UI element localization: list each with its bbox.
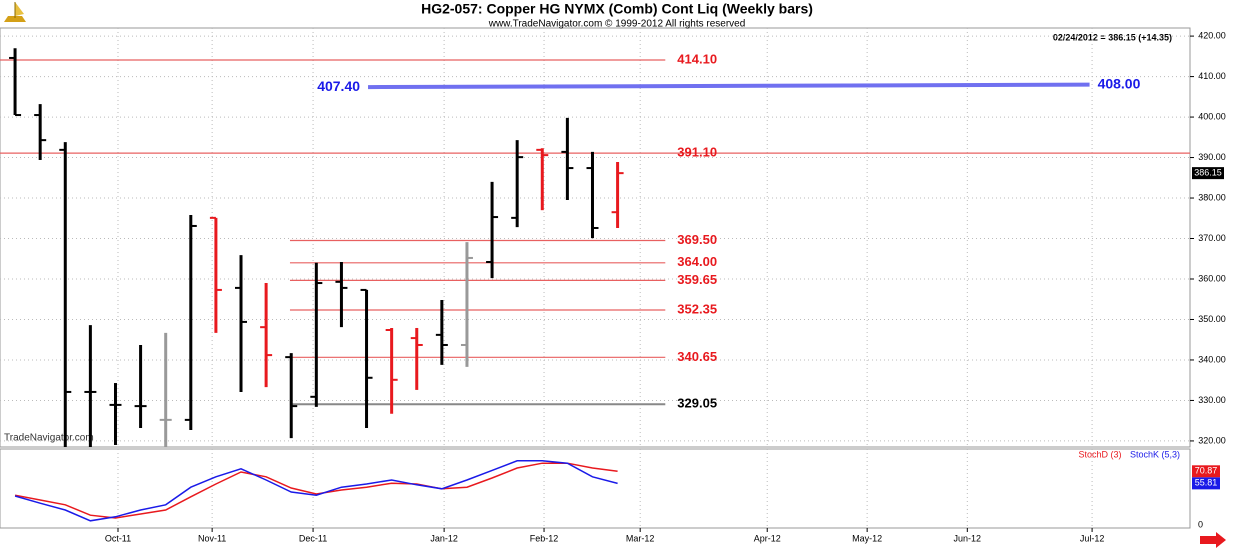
x-tick-label: Jun-12: [954, 533, 982, 543]
legend-entry: StochK (5,3): [1130, 449, 1180, 459]
x-tick-label: Dec-11: [299, 533, 327, 543]
last-price-label: 386.15: [1194, 168, 1222, 178]
stoch-line: [14, 460, 618, 522]
scroll-arrow[interactable]: [1200, 532, 1226, 548]
x-tick-label: Oct-11: [105, 533, 131, 543]
x-tick-label: Feb-12: [530, 533, 559, 543]
y-tick-label: 350.00: [1198, 314, 1226, 324]
y-tick-label: 370.00: [1198, 233, 1226, 243]
x-tick-label: May-12: [852, 533, 882, 543]
trend-label: 408.00: [1098, 75, 1141, 91]
level-label: 364.00: [677, 254, 717, 269]
x-tick-label: Nov-11: [198, 533, 226, 543]
y-tick-label: 410.00: [1198, 71, 1226, 81]
y-tick-label: 420.00: [1198, 30, 1226, 40]
watermark: TradeNavigator.com: [4, 433, 94, 444]
y-tick-label: 320.00: [1198, 435, 1226, 445]
last-price-box: [1192, 167, 1224, 180]
chart-title: HG2-057: Copper HG NYMX (Comb) Cont Liq …: [421, 1, 813, 17]
y-tick-label: 400.00: [1198, 111, 1226, 121]
y-tick-label: 340.00: [1198, 354, 1226, 364]
trend-label: 407.40: [317, 78, 360, 94]
last-value-label: 70.87: [1195, 466, 1218, 476]
level-label: 329.05: [677, 396, 717, 411]
stoch-line: [14, 462, 618, 519]
level-label: 352.35: [677, 301, 717, 316]
chart-subtitle: www.TradeNavigator.com © 1999-2012 All r…: [488, 19, 746, 30]
x-tick-label: Mar-12: [626, 533, 655, 543]
stoch-panel: [0, 448, 1191, 529]
x-tick-label: Jul-12: [1080, 533, 1105, 543]
logo: [4, 2, 26, 22]
level-label: 369.50: [677, 232, 717, 247]
y-tick-label: 380.00: [1198, 192, 1226, 202]
legend-entry: StochD (3): [1078, 449, 1121, 459]
price-plot: [0, 28, 1190, 447]
trend-line: [368, 82, 1090, 90]
last-value-label: 55.81: [1195, 478, 1218, 488]
info: 02/24/2012 = 386.15 (+14.35): [1053, 32, 1172, 42]
level-label: 340.65: [677, 349, 717, 364]
price-panel: [0, 27, 1191, 448]
level-label: 391.10: [677, 145, 717, 160]
last-value-box: [1192, 477, 1220, 490]
level-label: 359.65: [677, 272, 717, 287]
y-tick-label: 330.00: [1198, 395, 1226, 405]
x-tick-label: Jan-12: [430, 533, 458, 543]
y-tick-label: 390.00: [1198, 152, 1226, 162]
y-tick-label: 360.00: [1198, 273, 1226, 283]
y-tick-label: 0: [1198, 519, 1203, 529]
last-value-box: [1192, 465, 1220, 478]
x-tick-label: Apr-12: [754, 533, 781, 543]
level-label: 414.10: [677, 51, 717, 66]
